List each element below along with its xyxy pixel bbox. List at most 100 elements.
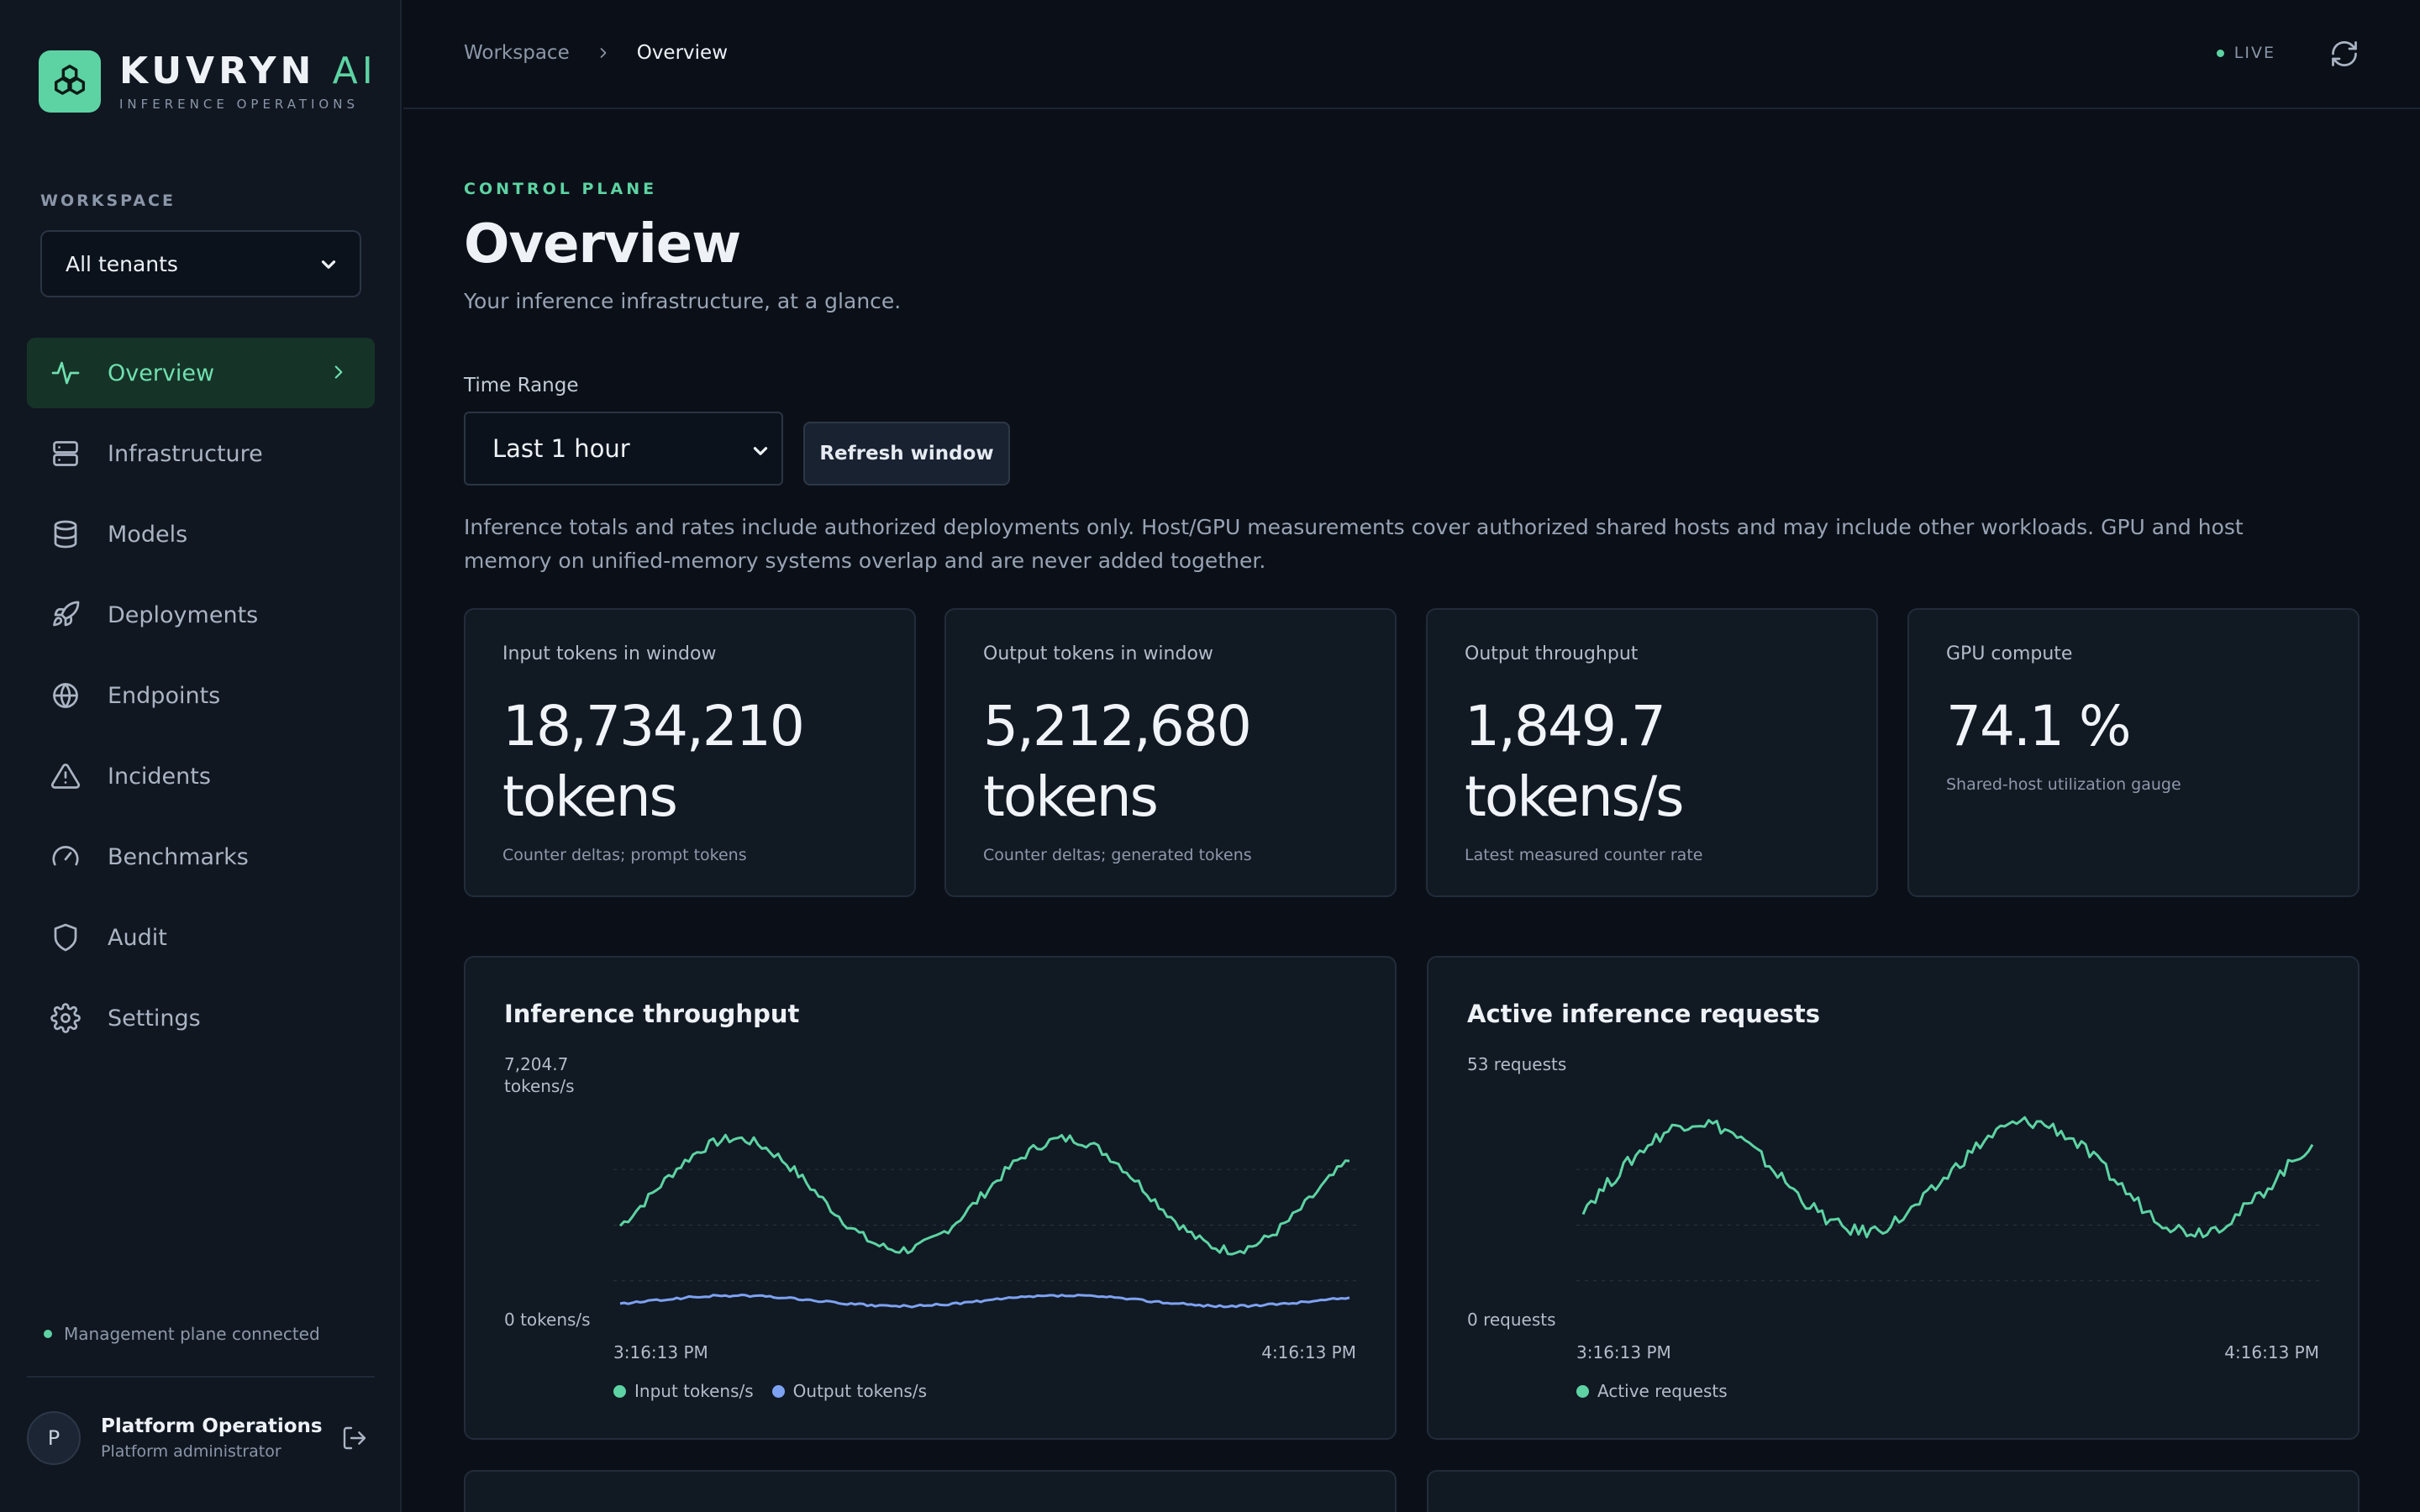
legend-item-input[interactable]: Input tokens/s: [613, 1381, 754, 1401]
kpi-note: Counter deltas; prompt tokens: [502, 846, 747, 864]
kpi-label: Input tokens in window: [502, 643, 717, 664]
sidebar-item-label: Settings: [108, 1005, 201, 1032]
kpi-value: 5,212,680 tokens: [983, 694, 1252, 829]
kpi-note: Counter deltas; generated tokens: [983, 846, 1252, 864]
y-axis-max-label: 7,204.7 tokens/s: [504, 1054, 575, 1096]
globe-icon: [49, 679, 82, 712]
sidebar-item-infrastructure[interactable]: Infrastructure: [27, 418, 375, 489]
live-dot-icon: [2216, 49, 2224, 57]
sidebar-item-deployments[interactable]: Deployments: [27, 580, 375, 650]
panel-stub: [1427, 1470, 2360, 1512]
user-card: P Platform Operations Platform administr…: [27, 1410, 375, 1467]
brand-ai: AI: [332, 50, 377, 92]
series-line-input-tokens-s[interactable]: [618, 1133, 1350, 1256]
sidebar-item-label: Audit: [108, 924, 167, 951]
kpi-value: 18,734,210 tokens: [502, 694, 805, 829]
management-status-text: Management plane connected: [64, 1324, 320, 1344]
legend-swatch: [771, 1384, 785, 1398]
activity-icon: [49, 356, 82, 390]
kpi-label: Output tokens in window: [983, 643, 1213, 664]
breadcrumb-workspace[interactable]: Workspace: [464, 42, 570, 64]
sidebar-nav: Overview Infrastructure Models Deploymen…: [27, 338, 375, 1063]
page-eyebrow: CONTROL PLANE: [464, 180, 658, 198]
brand-subtitle: INFERENCE OPERATIONS: [119, 97, 359, 112]
legend-swatch: [1576, 1384, 1589, 1398]
x-axis-start-label: 3:16:13 PM: [1576, 1342, 1671, 1362]
chevron-right-icon: [595, 45, 612, 61]
sidebar-item-endpoints[interactable]: Endpoints: [27, 660, 375, 731]
workspace-label: WORKSPACE: [40, 192, 176, 210]
user-name: Platform Operations: [101, 1415, 323, 1437]
user-role: Platform administrator: [101, 1442, 281, 1461]
sidebar-item-label: Endpoints: [108, 682, 221, 709]
kpi-output-throughput: Output throughput 1,849.7 tokens/s Lates…: [1426, 608, 1878, 897]
legend-item-active[interactable]: Active requests: [1576, 1381, 1728, 1401]
x-axis-end-label: 4:16:13 PM: [1261, 1342, 1356, 1362]
gear-icon: [49, 1001, 82, 1035]
sidebar-item-incidents[interactable]: Incidents: [27, 741, 375, 811]
chart-legend: Input tokens/s Output tokens/s: [613, 1381, 945, 1401]
sidebar-item-label: Deployments: [108, 601, 259, 628]
sidebar-item-label: Overview: [108, 360, 215, 386]
sidebar-item-audit[interactable]: Audit: [27, 902, 375, 973]
chart-legend: Active requests: [1576, 1381, 1746, 1401]
server-icon: [49, 437, 82, 470]
kpi-value: 1,849.7 tokens/s: [1465, 694, 1685, 829]
logout-icon[interactable]: [341, 1425, 368, 1452]
active-requests-chart-panel: Active inference requests 53 requests 0 …: [1427, 956, 2360, 1440]
sidebar-item-settings[interactable]: Settings: [27, 983, 375, 1053]
panel-stub: [464, 1470, 1397, 1512]
series-line-output-tokens-s[interactable]: [619, 1294, 1350, 1309]
gauge-icon: [49, 840, 82, 874]
time-range-value: Last 1 hour: [492, 434, 630, 463]
time-range-label: Time Range: [464, 375, 579, 396]
workspace-select[interactable]: All tenants: [40, 230, 361, 297]
throughput-chart-panel: Inference throughput 7,204.7 tokens/s 0 …: [464, 956, 1397, 1440]
breadcrumb: Workspace Overview: [464, 42, 728, 64]
kpi-label: GPU compute: [1946, 643, 2073, 664]
x-axis-start-label: 3:16:13 PM: [613, 1342, 708, 1362]
brand[interactable]: KUVRYN AI INFERENCE OPERATIONS: [39, 50, 377, 113]
active-requests-chart[interactable]: [1428, 958, 2361, 1441]
y-axis-max-label: 53 requests: [1467, 1054, 1567, 1074]
sidebar-item-models[interactable]: Models: [27, 499, 375, 570]
sidebar-item-label: Incidents: [108, 763, 211, 790]
logo-icon: [39, 50, 101, 113]
sidebar-item-label: Benchmarks: [108, 843, 249, 870]
management-status: Management plane connected: [44, 1324, 320, 1344]
breadcrumb-current: Overview: [636, 42, 729, 64]
sidebar-item-label: Models: [108, 521, 188, 548]
sidebar: KUVRYN AI INFERENCE OPERATIONS WORKSPACE…: [0, 0, 402, 1512]
refresh-window-button[interactable]: Refresh window: [803, 422, 1010, 486]
alert-triangle-icon: [49, 759, 82, 793]
live-label: LIVE: [2233, 44, 2275, 62]
chart-title: Active inference requests: [1467, 1000, 1820, 1028]
chart-title: Inference throughput: [504, 1000, 800, 1028]
kpi-value: 74.1 %: [1946, 694, 2132, 759]
legend-swatch: [613, 1384, 626, 1398]
shield-icon: [49, 921, 82, 954]
divider: [27, 1376, 375, 1378]
kpi-label: Output throughput: [1465, 643, 1639, 664]
chevron-right-icon: [334, 365, 343, 379]
database-icon: [49, 517, 82, 551]
top-bar: Workspace Overview LIVE: [403, 0, 2420, 109]
series-line-active-requests[interactable]: [1581, 1116, 2314, 1239]
rocket-icon: [49, 598, 82, 632]
page-title: Overview: [464, 213, 741, 276]
kpi-cards: Input tokens in window 18,734,210 tokens…: [464, 608, 2360, 897]
refresh-icon[interactable]: [2329, 39, 2360, 69]
sidebar-item-overview[interactable]: Overview: [27, 338, 375, 408]
sidebar-item-benchmarks[interactable]: Benchmarks: [27, 822, 375, 892]
sidebar-item-label: Infrastructure: [108, 440, 263, 467]
throughput-chart[interactable]: [466, 958, 1398, 1441]
scope-note: Inference totals and rates include autho…: [464, 515, 2244, 573]
x-axis-end-label: 4:16:13 PM: [2224, 1342, 2319, 1362]
time-range-select[interactable]: Last 1 hour: [464, 412, 783, 486]
kpi-gpu-compute: GPU compute 74.1 % Shared-host utilizati…: [1907, 608, 2360, 897]
avatar[interactable]: P: [27, 1411, 81, 1465]
y-axis-min-label: 0 tokens/s: [504, 1310, 591, 1330]
legend-label: Active requests: [1597, 1381, 1728, 1401]
status-dot-icon: [44, 1330, 52, 1338]
legend-item-output[interactable]: Output tokens/s: [771, 1381, 927, 1401]
